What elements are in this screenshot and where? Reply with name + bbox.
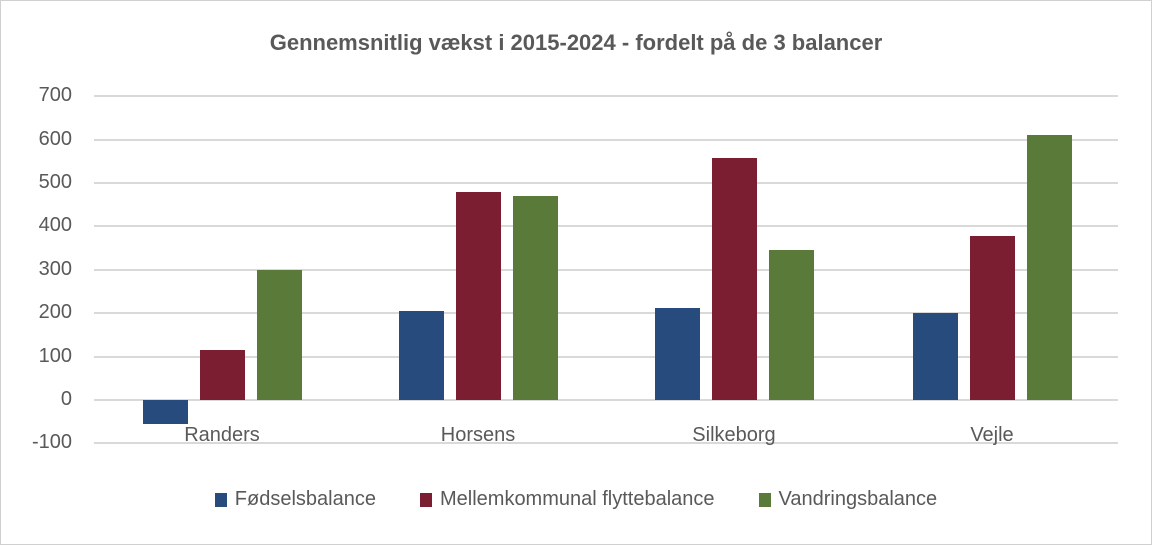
legend-item: Mellemkommunal flyttebalance [419,488,715,511]
legend-label: Mellemkommunal flyttebalance [439,488,715,510]
legend-swatch-icon [758,492,771,507]
legend-item: Fødselsbalance [214,488,376,511]
y-tick-label: 200 [38,301,72,324]
legend-label: Fødselsbalance [234,488,376,510]
legend-swatch-icon [214,492,227,507]
bar-vejle-1 [969,235,1015,400]
bar-vejle-0 [912,313,958,400]
bar-horsens-1 [455,191,501,400]
y-tick-label: 500 [38,171,72,193]
x-category-label: Randers [184,424,260,446]
bar-silkeborg-1 [711,158,757,400]
bar-randers-0 [142,400,188,424]
bar-vejle-2 [1026,135,1072,400]
gridline [94,355,1118,358]
bar-silkeborg-0 [654,307,700,400]
gridline [94,268,1118,271]
legend-item: Vandringsbalance [758,488,938,511]
y-tick-label: 300 [38,257,72,280]
y-tick-label: 100 [38,344,72,367]
bar-randers-2 [256,269,302,400]
legend-swatch-icon [419,492,432,507]
gridline [94,399,1118,401]
x-category-label: Horsens [440,424,516,446]
gridline [94,225,1118,228]
chart-title: Gennemsnitlig vækst i 2015-2024 - fordel… [269,30,883,55]
bar-horsens-0 [398,311,444,400]
y-tick-label: 600 [38,127,72,150]
gridline [94,138,1118,141]
y-tick-label: 400 [38,214,72,237]
gridline [94,442,1118,445]
y-tick-label: 700 [38,84,72,107]
gridline [94,312,1118,315]
legend-label: Vandringsbalance [778,488,938,510]
x-category-label: Vejle [970,424,1014,446]
y-tick-label: 0 [60,388,72,410]
legend: Fødselsbalance Mellemkommunal flyttebalan… [0,488,1152,511]
bar-randers-1 [199,350,245,400]
bar-horsens-2 [512,196,558,400]
bar-silkeborg-2 [768,250,814,400]
gridline [94,182,1118,184]
y-tick-label: -100 [31,431,72,454]
x-category-label: Silkeborg [692,424,776,446]
gridline [94,95,1118,98]
